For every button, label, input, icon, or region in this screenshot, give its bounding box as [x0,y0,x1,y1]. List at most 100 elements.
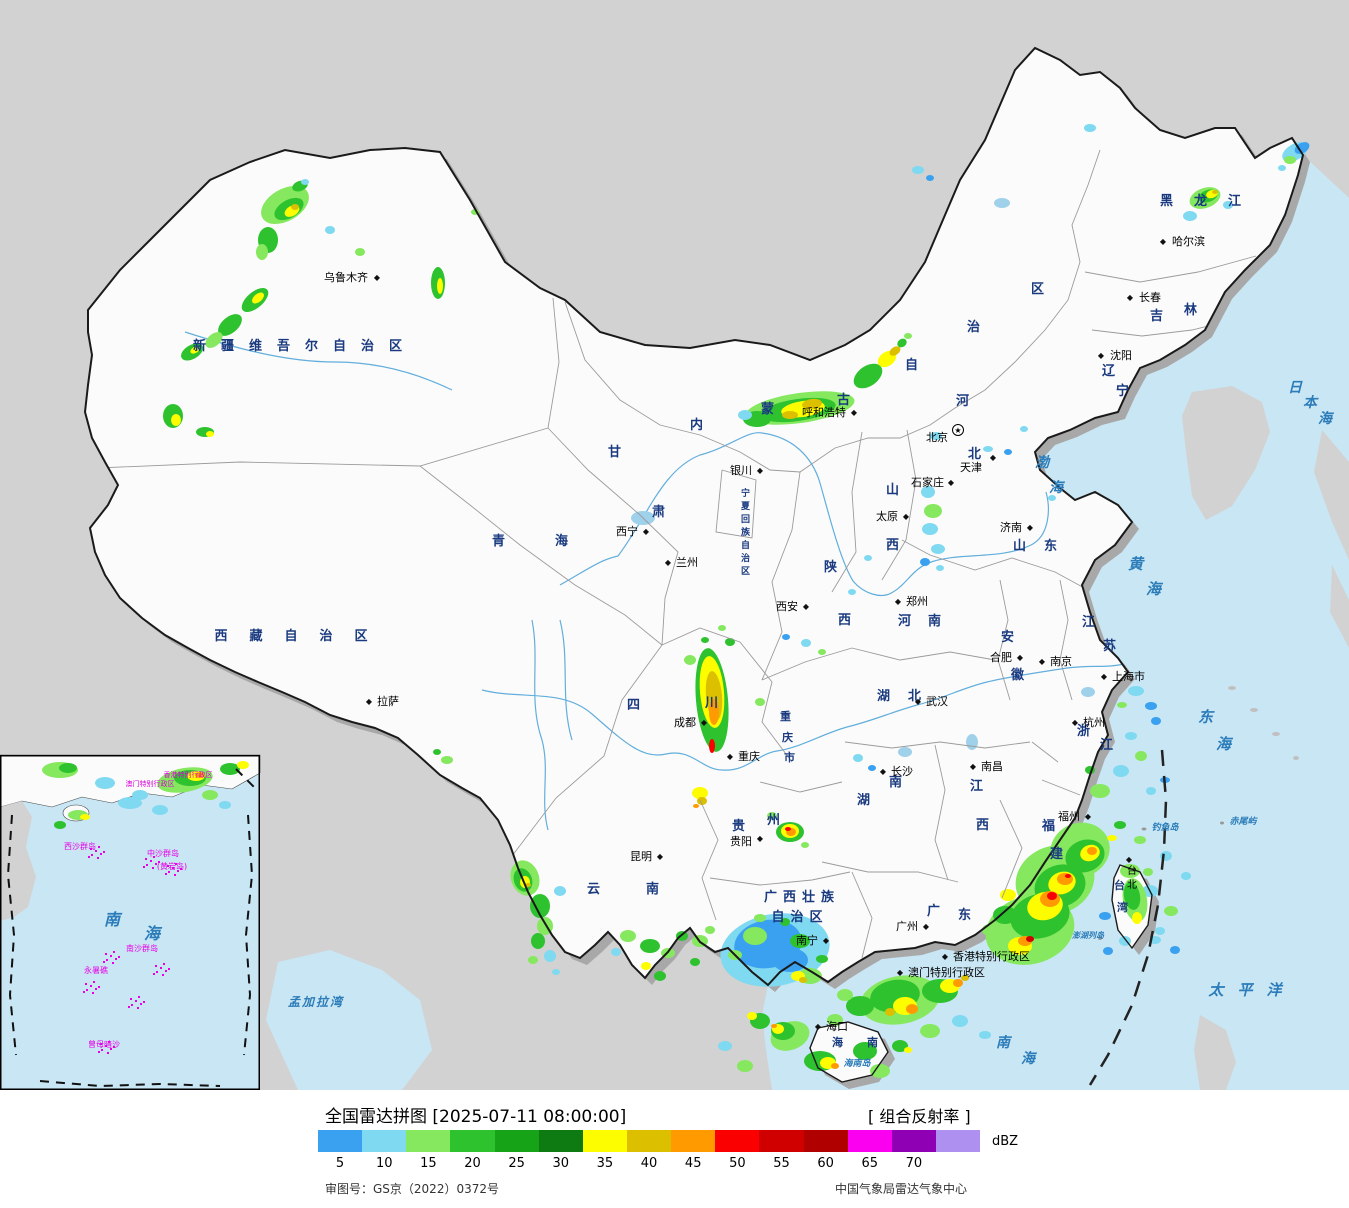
inset-island-label: 中沙群岛 [147,848,179,858]
radar-echo [1103,947,1113,955]
city-label: 广州 [896,920,918,933]
sea-label: 钓鱼岛 [1151,822,1179,833]
city-marker-icon: ◆ [815,1022,822,1031]
radar-echo [953,979,963,987]
dbz-scale-values: 5 10 15 20 25 30 35 40 45 50 55 60 65 70 [318,1156,980,1171]
province-label: 山 [1013,538,1026,554]
province-label: 山 [886,482,899,498]
island-dot [115,958,117,960]
radar-echo [885,1008,895,1016]
city-label: 拉萨 [377,694,399,708]
scale-color-cell [494,1130,539,1152]
city-marker-icon: ◆ [880,767,887,776]
inset-island-label: 南沙群岛 [126,943,158,953]
radar-echo [693,804,699,808]
island-dot [165,873,167,875]
radar-echo [936,565,944,571]
city-label: 长沙 [891,765,913,778]
scale-value: 35 [596,1156,614,1171]
island-dot [112,962,114,964]
inset-frame [0,755,260,1090]
radar-echo [1212,190,1218,194]
japan-landmass [1314,430,1349,560]
province-label: 宁 [741,487,750,499]
city-marker-icon: ◆ [1101,672,1108,681]
city-marker-icon: ◆ [923,922,930,931]
radar-echo [801,842,809,848]
city-marker-icon: ◆ [1085,812,1092,821]
radar-echo [690,958,700,966]
island-dot [105,953,107,955]
city-label: 台 [1127,864,1137,877]
city-label: 北京 [926,430,948,444]
radar-echo [1223,201,1233,209]
radar-echo [437,278,443,294]
city-label: 石家庄 [911,475,944,489]
radar-echo [1090,784,1110,798]
radar-echo [870,1064,890,1078]
data-source-label: 中国气象局雷达气象中心 [835,1182,968,1196]
island-dot [113,951,115,953]
radar-echo [738,410,752,420]
city-marker-icon: ◆ [803,602,810,611]
radar-echo [782,634,790,640]
province-label: 青 [492,533,505,549]
city-label: 乌鲁木齐 [324,270,368,284]
island-dot [162,974,164,976]
scale-color-cell [847,1130,892,1152]
radar-echo [1170,946,1180,954]
radar-echo [1128,686,1144,696]
inset-dashed-boundary [6,768,259,1088]
city-marker-icon: ◆ [1072,718,1079,727]
radar-echo [982,924,998,936]
inset-echo-layer [42,761,249,829]
radar-echo [737,1060,753,1072]
sea-label: 海 [1318,410,1335,427]
province-label: 川 [704,696,718,711]
island-dot [153,973,155,975]
province-label: 北 [908,689,921,704]
inset-radar-echo [118,797,142,809]
radar-echo [1143,868,1153,876]
province-label: 林 [1184,302,1197,318]
legend-title: 全国雷达拼图 [2025-07-11 08:00:00] [325,1107,627,1127]
scale-value: 20 [464,1156,481,1171]
radar-echo [1164,906,1178,916]
radar-echo [889,346,901,356]
city-label: 海口 [826,1019,848,1033]
island-dot [137,1007,139,1009]
province-label: 州 [766,813,780,828]
radar-echo [640,939,660,953]
radar-echo [1145,702,1157,710]
radar-echo [1278,165,1286,171]
island-dot [95,988,97,990]
island-dot [146,864,148,866]
city-marker-icon: ◆ [757,834,764,843]
island-dot [155,965,157,967]
inset-island-label: 香港特别行政区 [164,770,213,779]
radar-echo [782,411,798,419]
radar-echo [790,934,810,948]
radar-echo [801,639,811,647]
island-dot [160,967,162,969]
island-dot [175,863,177,865]
province-label: 南 [646,881,659,897]
sea-label: 海 [1049,479,1066,496]
scale-color-cell [450,1130,495,1152]
province-label: 西 [976,818,989,833]
legend-panel: 全国雷达拼图 [2025-07-11 08:00:00] [ 组合反射率 ] 5… [0,1090,1349,1208]
city-marker-icon: ◆ [757,466,764,475]
city-label: 杭州 [1083,715,1105,729]
island-dot [90,985,92,987]
city-label: 济南 [1000,520,1022,534]
province-label: 湖 [877,689,890,704]
city-label: 上海市 [1112,669,1145,683]
inset-radar-echo [80,814,90,820]
scale-color-cell [538,1130,583,1152]
ryukyu-islands [1228,686,1299,760]
island-dot [91,854,93,856]
city-marker-icon: ◆ [897,968,904,977]
inset-radar-echo [132,790,148,800]
